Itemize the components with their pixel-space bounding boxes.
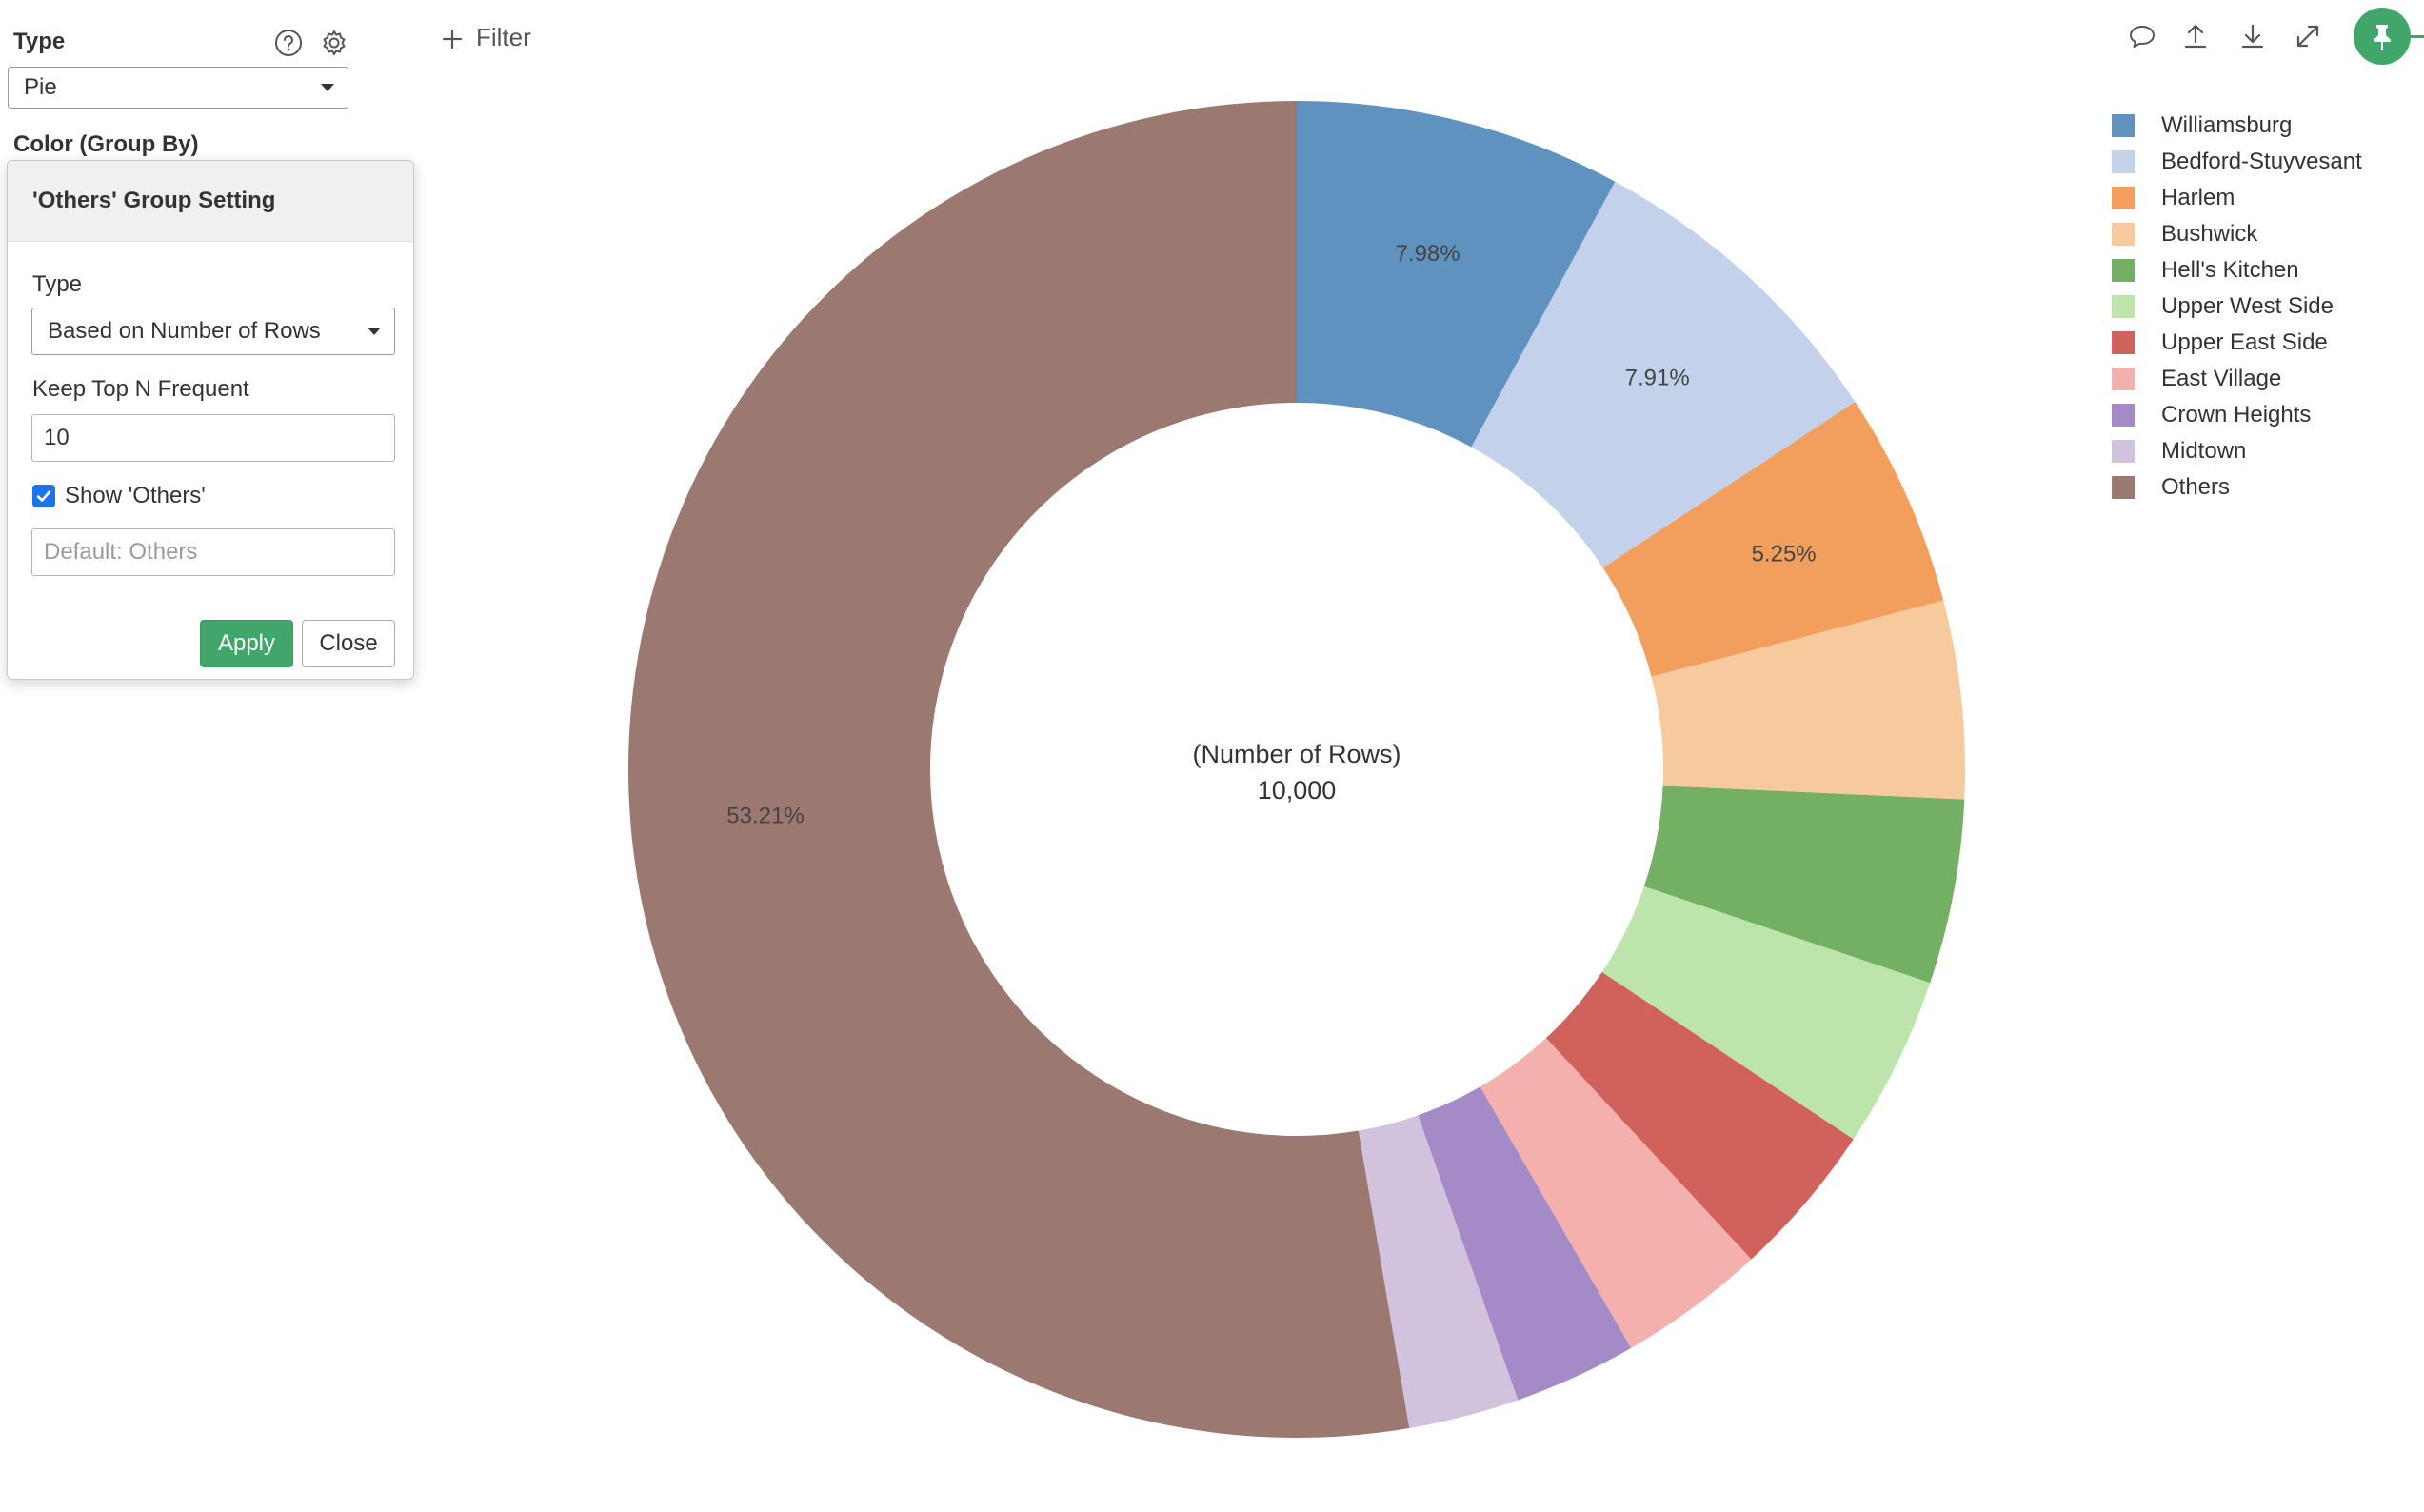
- pie-slice-bedford-stuyvesant[interactable]: [1471, 181, 1856, 568]
- legend-item[interactable]: Hell's Kitchen: [2112, 257, 2299, 284]
- pin-icon: [2374, 25, 2391, 50]
- legend-item[interactable]: Others: [2112, 474, 2230, 501]
- legend-swatch: [2112, 440, 2135, 463]
- legend-swatch: [2112, 476, 2135, 499]
- legend-label: Bushwick: [2161, 221, 2258, 247]
- legend-item[interactable]: Williamsburg: [2112, 112, 2292, 139]
- checkmark-icon: [36, 490, 51, 502]
- legend-label: Others: [2161, 474, 2231, 500]
- legend-label: Williamsburg: [2161, 112, 2293, 138]
- legend-item[interactable]: Bushwick: [2112, 221, 2257, 248]
- legend-swatch: [2112, 187, 2135, 209]
- legend-label: Hell's Kitchen: [2161, 257, 2299, 283]
- chart-type-select[interactable]: Pie: [8, 67, 348, 109]
- gear-icon[interactable]: [318, 27, 350, 59]
- pie-slice-midtown[interactable]: [1358, 1115, 1519, 1428]
- show-others-label: Show 'Others': [65, 483, 206, 508]
- legend-label: Midtown: [2161, 438, 2247, 464]
- center-label: (Number of Rows): [1192, 740, 1401, 768]
- pie-slice-crown-heights[interactable]: [1418, 1086, 1632, 1401]
- slice-percent-label: 5.25%: [1752, 541, 1817, 567]
- legend-swatch: [2112, 223, 2135, 246]
- pie-slice-upper-east-side[interactable]: [1545, 972, 1854, 1260]
- pin-connector-line: [2409, 35, 2424, 38]
- others-type-label: Type: [32, 271, 83, 297]
- center-value: 10,000: [1258, 776, 1337, 805]
- legend-label: East Village: [2161, 366, 2282, 391]
- slice-percent-label: 53.21%: [726, 803, 804, 828]
- help-icon[interactable]: [272, 27, 305, 59]
- legend-item[interactable]: East Village: [2112, 366, 2281, 392]
- legend-swatch: [2112, 295, 2135, 318]
- show-others-row[interactable]: Show 'Others': [32, 483, 206, 509]
- legend-swatch: [2112, 331, 2135, 354]
- legend-label: Bedford-Stuyvesant: [2161, 149, 2362, 174]
- chevron-down-icon: [321, 84, 334, 91]
- others-type-select[interactable]: Based on Number of Rows: [31, 308, 395, 355]
- apply-button[interactable]: Apply: [200, 620, 293, 667]
- slice-percent-label: 7.91%: [1625, 365, 1690, 390]
- legend-swatch: [2112, 114, 2135, 137]
- chart-settings-panel: Type Pie Color (Group By) 'Others' Group…: [0, 0, 419, 724]
- legend-swatch: [2112, 368, 2135, 390]
- legend-swatch: [2112, 404, 2135, 427]
- pie-slice-williamsburg[interactable]: [1297, 101, 1616, 448]
- add-filter-button[interactable]: Filter: [442, 19, 531, 55]
- popup-title: 'Others' Group Setting: [32, 188, 276, 213]
- legend-label: Upper West Side: [2161, 293, 2334, 319]
- legend-label: Crown Heights: [2161, 402, 2312, 428]
- legend-swatch: [2112, 150, 2135, 173]
- legend-item[interactable]: Midtown: [2112, 438, 2246, 465]
- popup-header: 'Others' Group Setting: [8, 161, 413, 242]
- plus-icon: [442, 27, 463, 50]
- pie-slice-upper-west-side[interactable]: [1601, 885, 1931, 1140]
- show-others-checkbox[interactable]: [32, 485, 55, 507]
- legend-item[interactable]: Bedford-Stuyvesant: [2112, 149, 2362, 175]
- color-group-by-title: Color (Group By): [13, 131, 199, 157]
- legend-item[interactable]: Crown Heights: [2112, 402, 2311, 428]
- others-type-value: Based on Number of Rows: [48, 318, 321, 344]
- pin-button[interactable]: [2354, 8, 2411, 65]
- legend-label: Upper East Side: [2161, 329, 2328, 355]
- slice-percent-label: 7.98%: [1396, 241, 1460, 267]
- pie-slice-bushwick[interactable]: [1651, 600, 1965, 800]
- type-section-title: Type: [13, 29, 66, 54]
- pie-slice-east-village[interactable]: [1480, 1038, 1752, 1348]
- keep-top-n-input[interactable]: [31, 414, 395, 462]
- pie-slice-hell-s-kitchen[interactable]: [1643, 786, 1965, 984]
- comment-icon[interactable]: [2123, 17, 2161, 55]
- others-group-setting-popup: 'Others' Group Setting Type Based on Num…: [7, 160, 414, 680]
- close-button[interactable]: Close: [302, 620, 395, 667]
- others-name-input[interactable]: [31, 528, 395, 576]
- upload-icon[interactable]: [2176, 17, 2215, 55]
- pie-slice-others[interactable]: [627, 101, 1410, 1438]
- chevron-down-icon: [368, 328, 381, 335]
- legend-item[interactable]: Upper West Side: [2112, 293, 2334, 320]
- pie-slice-harlem[interactable]: [1602, 402, 1944, 677]
- expand-icon[interactable]: [2289, 17, 2327, 55]
- keep-top-n-label: Keep Top N Frequent: [32, 376, 249, 402]
- legend-item[interactable]: Upper East Side: [2112, 329, 2328, 356]
- legend-item[interactable]: Harlem: [2112, 185, 2235, 211]
- legend-swatch: [2112, 259, 2135, 282]
- legend-label: Harlem: [2161, 185, 2235, 210]
- download-icon[interactable]: [2234, 17, 2272, 55]
- chart-type-value: Pie: [24, 74, 57, 100]
- filter-label: Filter: [476, 22, 531, 51]
